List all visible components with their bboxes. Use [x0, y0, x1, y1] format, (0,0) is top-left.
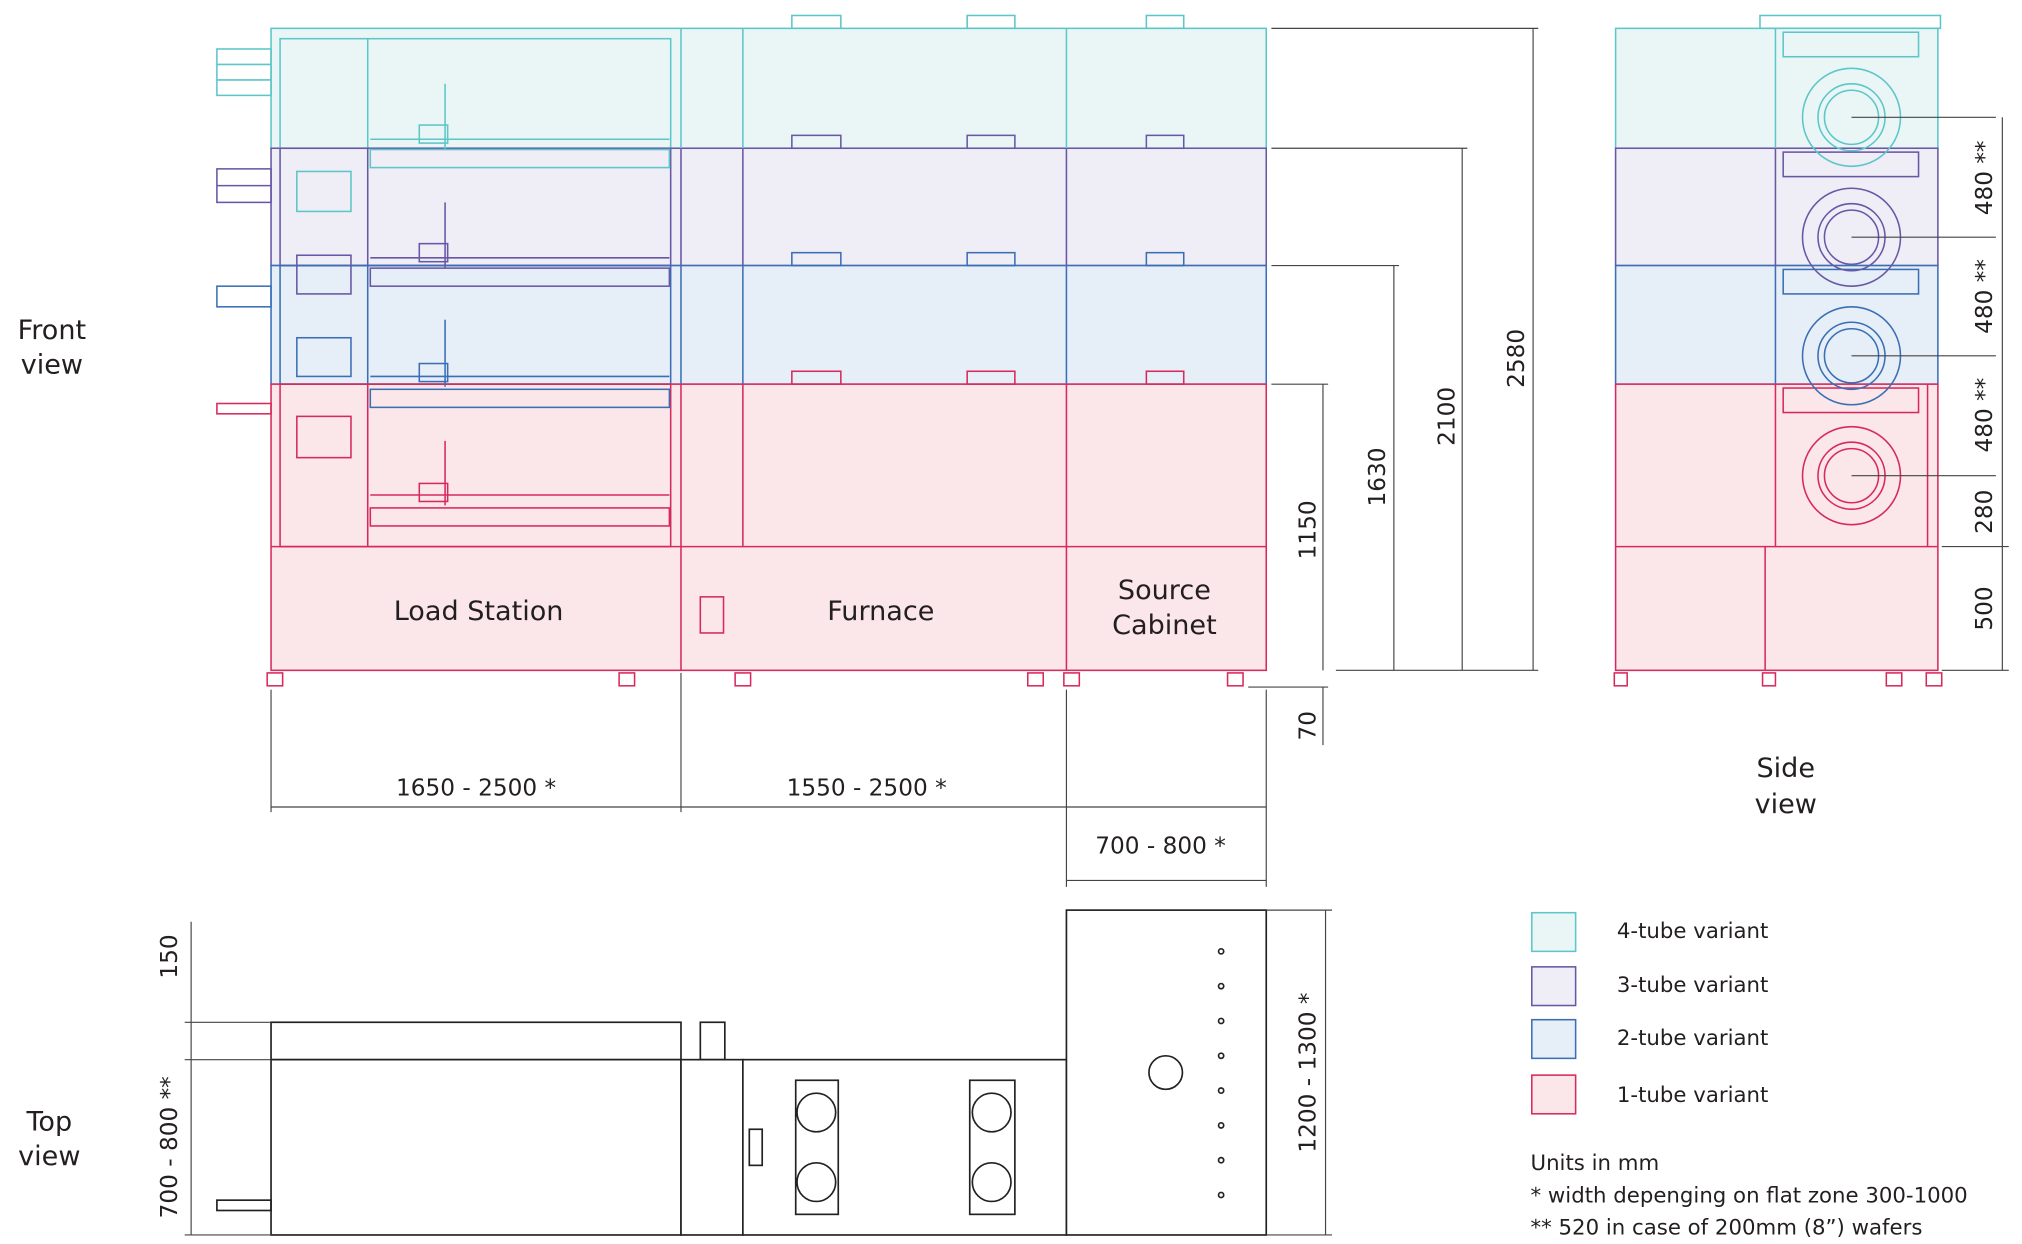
dimension-label: 1630 [1364, 447, 1391, 506]
notes: Units in mm * width depenging on flat zo… [1531, 1151, 1968, 1240]
front-view-shape [1146, 15, 1183, 28]
front-view-shape [792, 15, 841, 28]
side-view-shape [1760, 15, 1940, 28]
side-view-shape [1886, 673, 1901, 686]
dimension-label: 1650 - 2500 * [396, 774, 556, 801]
legend: 4-tube variant 3-tube variant 2-tube var… [1532, 913, 1769, 1114]
legend-label: 2-tube variant [1617, 1026, 1768, 1051]
dimension-label: 480 ** [1971, 259, 1998, 334]
dimension-label: 700 - 800 ** [156, 1076, 183, 1218]
dimension-label: 1200 - 1300 * [1294, 993, 1321, 1153]
dimension-label: 150 [156, 934, 183, 978]
note: * width depenging on flat zone 300-1000 [1531, 1183, 1968, 1208]
front-view-shape [271, 28, 1266, 148]
dimension-label: 70 [1294, 711, 1321, 741]
note: Units in mm [1531, 1151, 1660, 1176]
dimension-label: 1550 - 2500 * [787, 774, 947, 801]
drawing: Front view Load Station Furnace Source C… [0, 0, 2022, 1244]
section-label: Load Station [394, 596, 564, 627]
front-view-shape [271, 266, 1266, 385]
section-label: Furnace [827, 596, 934, 627]
view-label: view [1755, 789, 1817, 820]
side-view-shape [1763, 673, 1776, 686]
legend-shape [1532, 1020, 1576, 1059]
dimension-label: 480 ** [1971, 378, 1998, 453]
page: Furnace system dimensions html, body { m… [0, 0, 2022, 1244]
side-view-shape [1614, 673, 1627, 686]
side-view-shape [1926, 673, 1941, 686]
side-view-shape [1616, 384, 1938, 670]
top-view-shape [743, 1060, 1067, 1235]
body: { "views": {"front": ["Front", "view"], … [0, 0, 2022, 1244]
top-view-shape [1066, 910, 1266, 1235]
view-label: view [21, 350, 83, 381]
dimension-label: 500 [1971, 586, 1998, 630]
side-view [1614, 15, 2008, 685]
top-view-shape [271, 1022, 681, 1059]
front-view-shape [1028, 673, 1043, 686]
legend-shape [1532, 1075, 1576, 1114]
front-view-shape [1228, 673, 1243, 686]
top-view-shape [700, 1022, 724, 1059]
front-view-shape [271, 148, 1266, 265]
top-view [185, 910, 1332, 1235]
side-view-shape [1616, 28, 1938, 148]
view-label: Top [25, 1106, 72, 1137]
dimension-label: 480 ** [1971, 140, 1998, 215]
front-view-shape [735, 673, 750, 686]
dimension-label: 2580 [1503, 329, 1530, 388]
front-view-shape [217, 286, 271, 307]
view-label: Front [18, 315, 86, 346]
front-view [217, 15, 1266, 685]
view-label: Side [1756, 753, 1815, 784]
front-view-shape [217, 49, 271, 95]
top-view-shape [217, 1200, 271, 1210]
dimension-label: 2100 [1434, 387, 1461, 446]
view-label: view [18, 1141, 80, 1172]
front-view-shape [1064, 673, 1079, 686]
front-view-shape [267, 673, 282, 686]
front-view-shape [967, 15, 1015, 28]
legend-label: 1-tube variant [1617, 1083, 1768, 1108]
note: ** 520 in case of 200mm (8”) wafers [1531, 1216, 1923, 1241]
top-view-shape [271, 1060, 681, 1235]
legend-label: 4-tube variant [1617, 919, 1768, 944]
dimension-label: 280 [1971, 490, 1998, 534]
dimension-label: 1150 [1294, 500, 1321, 559]
front-view-shape [619, 673, 634, 686]
dimension-label: 700 - 800 * [1095, 832, 1226, 859]
legend-label: 3-tube variant [1617, 973, 1768, 998]
front-view-shape [217, 403, 271, 413]
section-label: Cabinet [1112, 610, 1217, 641]
section-label: Source [1118, 575, 1211, 606]
top-view-shape [681, 1060, 743, 1235]
legend-shape [1532, 913, 1576, 952]
legend-shape [1532, 967, 1576, 1006]
